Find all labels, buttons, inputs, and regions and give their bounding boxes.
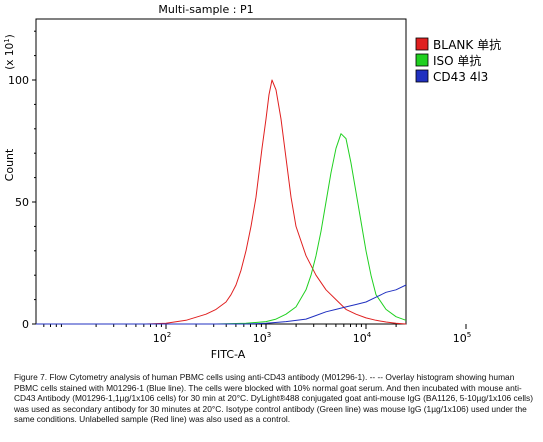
x-tick-label: 103 — [253, 331, 271, 345]
series-lines — [36, 79, 407, 325]
y-tick-label: 0 — [22, 318, 29, 331]
series-line-1 — [36, 133, 407, 325]
y-scale-exponent: 1 — [3, 38, 11, 42]
legend-swatch — [415, 53, 429, 67]
x-tick-label: 102 — [153, 331, 171, 345]
chart-background — [0, 0, 543, 372]
x-tick-exponent: 3 — [267, 331, 271, 339]
legend-label: ISO 单抗 — [433, 53, 481, 68]
legend-swatch — [415, 69, 429, 83]
x-tick-exponent: 4 — [367, 331, 372, 339]
y-axis-ticks: 0 50 100 — [8, 30, 36, 331]
series-line-0 — [36, 79, 407, 325]
svg-text:(x 101): (x 101) — [3, 34, 16, 70]
y-tick-label: 50 — [15, 196, 29, 209]
x-axis-ticks: 102103104105106 — [43, 324, 471, 345]
y-scale-suffix: ) — [4, 34, 16, 38]
x-axis-label: FITC-A — [211, 348, 246, 361]
y-scale-label: (x 101) — [3, 34, 16, 70]
series-line-2 — [36, 284, 407, 325]
legend-label: BLANK 单抗 — [433, 37, 501, 52]
legend-swatch — [415, 37, 429, 51]
figure-caption: Figure 7. Flow Cytometry analysis of hum… — [14, 372, 534, 425]
x-tick-label: 105 — [453, 331, 471, 345]
x-tick-exponent: 2 — [167, 331, 171, 339]
y-scale-prefix: (x 10 — [4, 43, 16, 70]
flow-cytometry-chart: Multi-sample : P1 (x 101) Count FITC-A 0… — [0, 0, 543, 372]
legend-label: CD43 4l3 — [433, 70, 488, 84]
x-tick-label: 104 — [353, 331, 372, 345]
y-tick-label: 100 — [8, 74, 29, 87]
chart-title: Multi-sample : P1 — [158, 3, 253, 16]
x-tick-exponent: 5 — [467, 331, 471, 339]
y-axis-label: Count — [3, 148, 16, 181]
